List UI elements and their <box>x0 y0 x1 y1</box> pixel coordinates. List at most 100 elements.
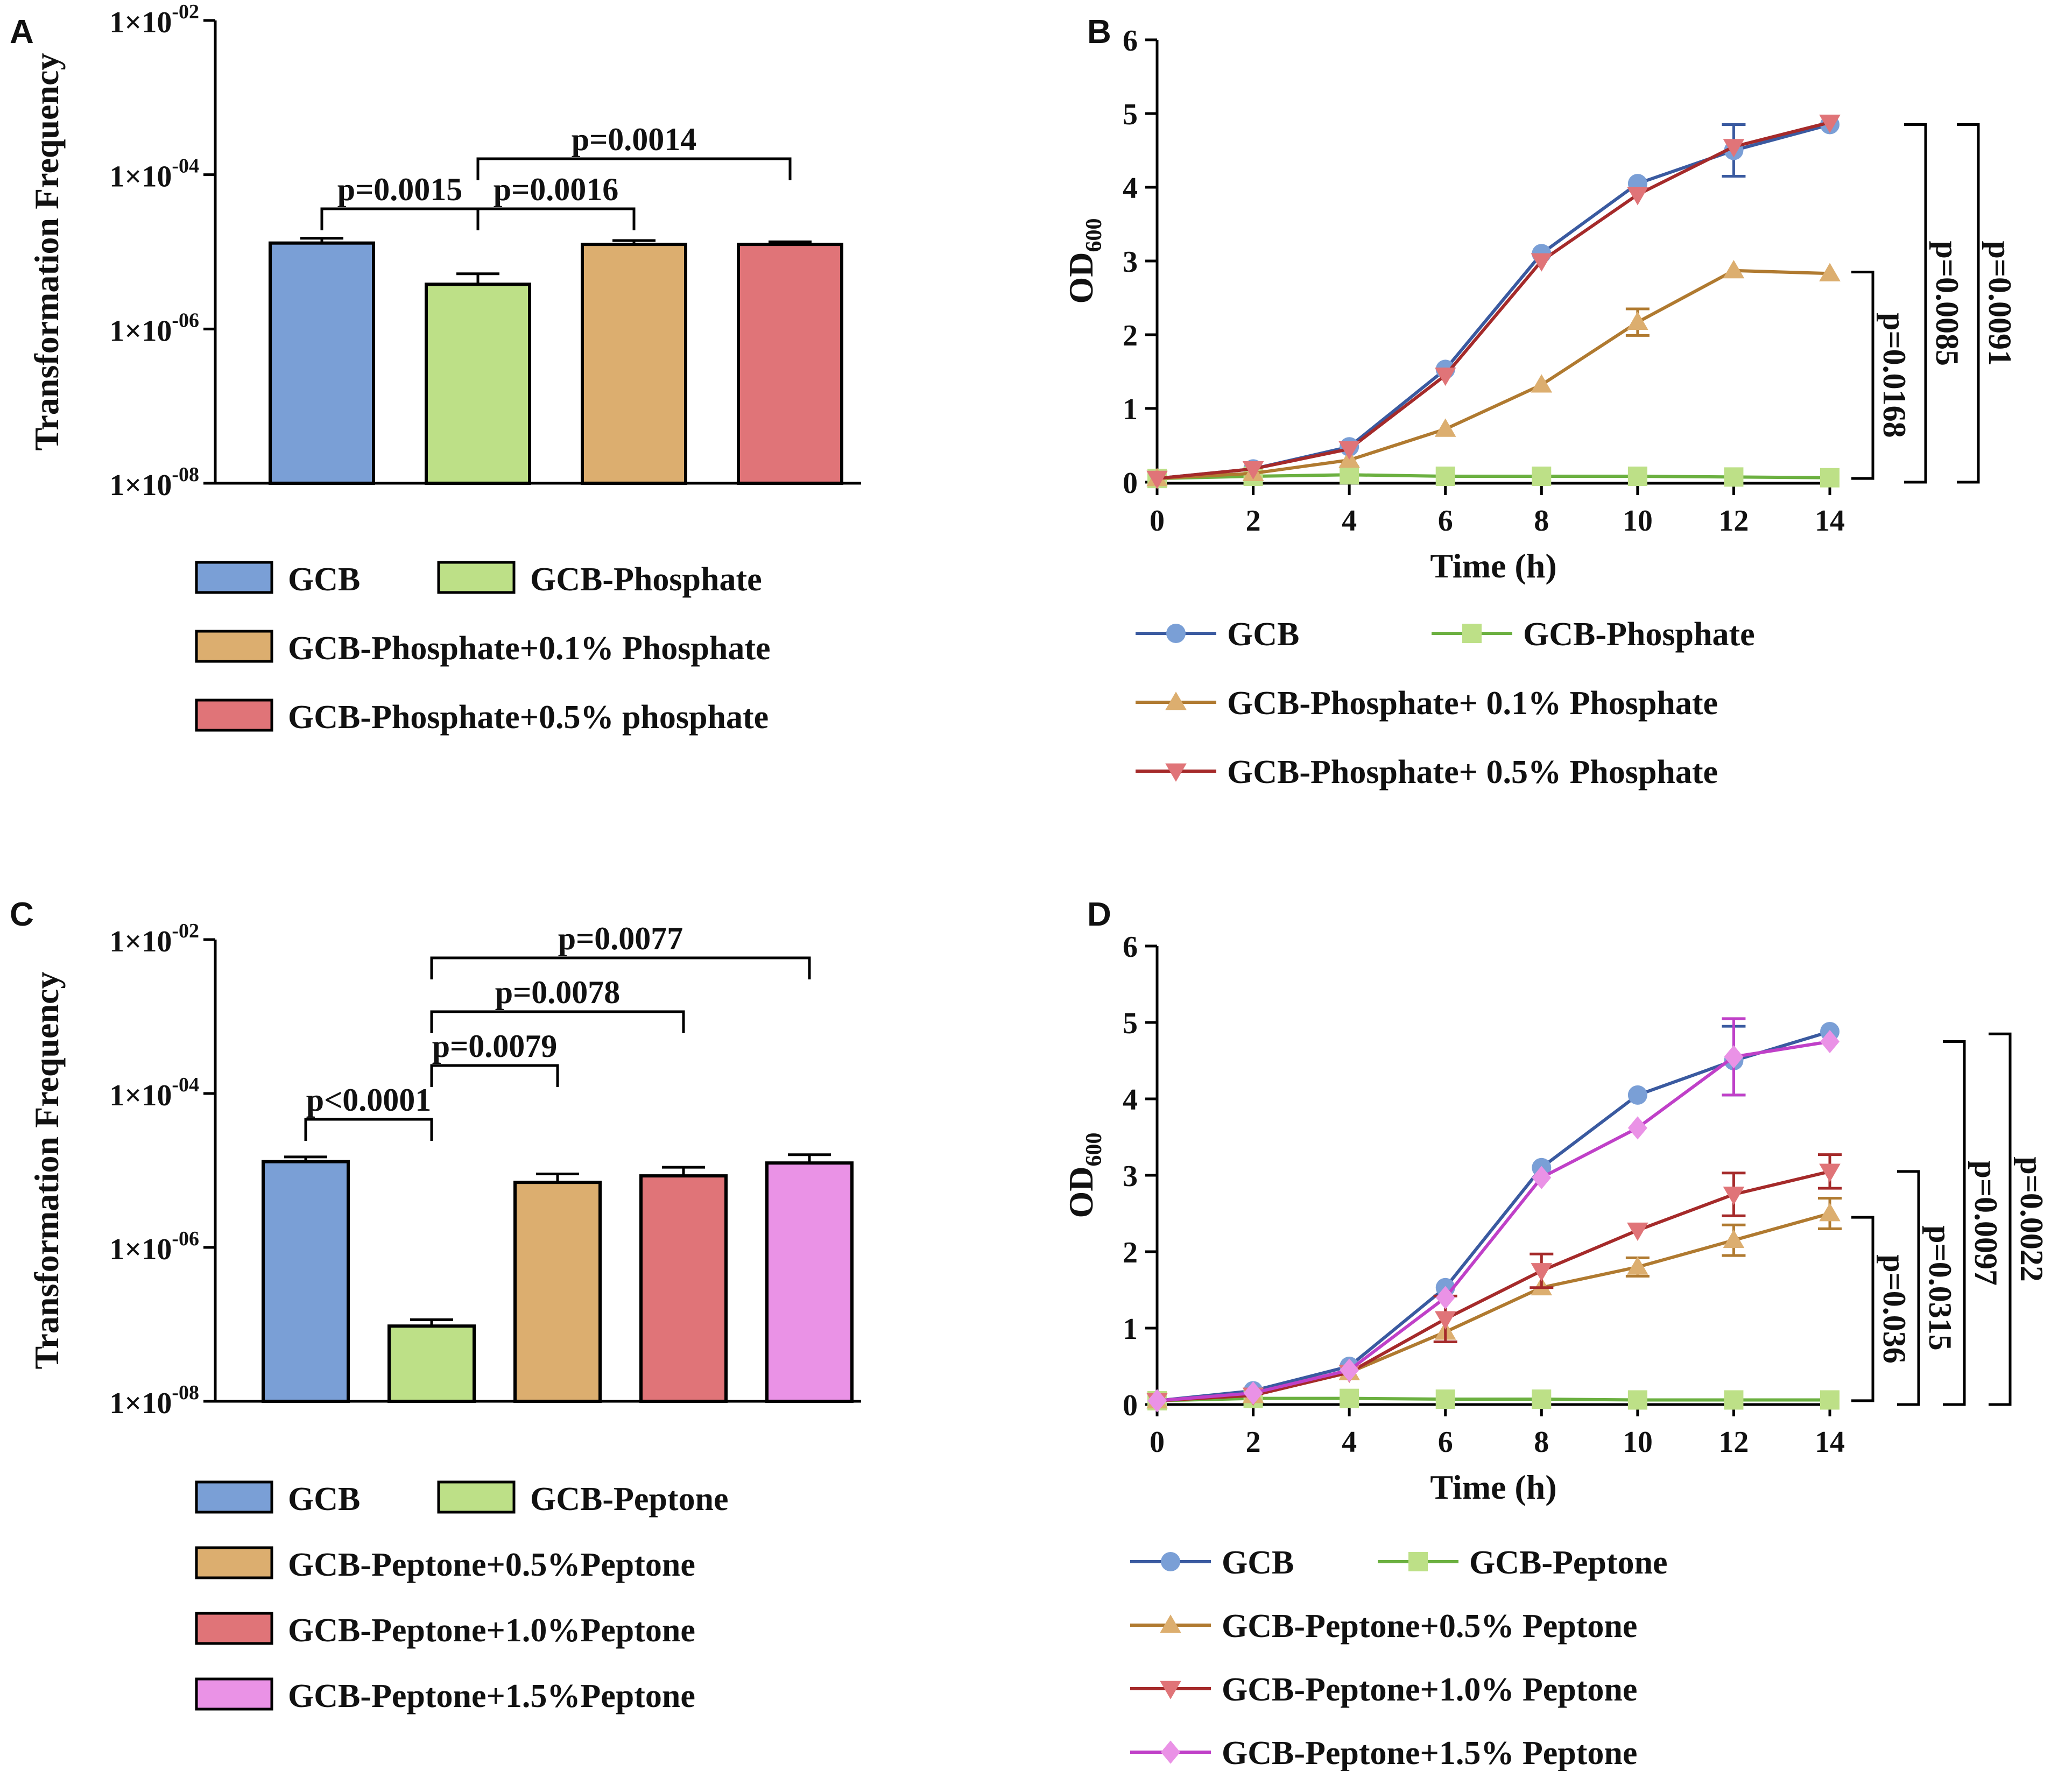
chart-d-series-line <box>1157 1040 1830 1402</box>
chart-b-series-line <box>1157 269 1830 481</box>
chart-d-data-point <box>1435 1389 1455 1409</box>
chart-d-x-tick-label: 14 <box>1815 1426 1845 1459</box>
chart-d-series-line <box>1157 1396 1830 1402</box>
chart-b-data-point <box>1627 467 1647 486</box>
chart-a-bar-gcb <box>269 241 375 485</box>
panel-letter-a: A <box>10 13 34 51</box>
chart-d-data-point <box>1820 1390 1840 1410</box>
chart-d-y-tick-label: 3 <box>1123 1160 1138 1193</box>
chart-d-data-point <box>1820 1029 1840 1054</box>
chart-d-x-tick-label: 10 <box>1623 1426 1653 1459</box>
chart-d-p-value: p=0.0097 <box>1968 1160 2004 1286</box>
chart-c-y-tick-label: 1×10-08 <box>109 1381 199 1420</box>
chart-b-series-line <box>1157 473 1830 481</box>
chart-b-significance-bracket <box>1957 123 1980 484</box>
chart-b-significance-bracket <box>1851 271 1874 480</box>
chart-d-legend-marker <box>1161 1740 1180 1764</box>
chart-b-series-line <box>1157 123 1830 481</box>
chart-a-bar-gcb-phosphate <box>425 283 531 485</box>
chart-c-legend-label: GCB-Peptone+0.5%Peptone <box>288 1547 695 1583</box>
chart-d-data-point <box>1627 1390 1647 1410</box>
chart-b-legend-label: GCB-Phosphate+ 0.1% Phosphate <box>1227 685 1718 722</box>
panel-a-bar-chart: 1×10-08 1×10-06 1×10-04 1×10-02 Transformati… <box>27 1 861 736</box>
chart-d-series-line <box>1157 1169 1830 1402</box>
chart-a-y-tick-label: 1×10-02 <box>109 1 199 39</box>
chart-a-p-value: p=0.0015 <box>337 172 463 207</box>
chart-b-series-gcb-phosphate-0-1-phosphate <box>1146 260 1841 486</box>
chart-c-legend-label: GCB-Peptone+1.5%Peptone <box>288 1678 695 1714</box>
chart-d-data-point <box>1627 1116 1647 1140</box>
chart-b-p-value: p=0.0168 <box>1877 313 1912 438</box>
chart-b-x-tick-label: 14 <box>1815 504 1845 538</box>
chart-c-p-value: p=0.0079 <box>432 1028 558 1064</box>
chart-d-series-gcb-peptone-1-0-peptone <box>1146 1153 1842 1412</box>
chart-c-y-tick-label: 1×10-04 <box>109 1074 199 1112</box>
chart-d-series-gcb-peptone <box>1147 1388 1840 1410</box>
chart-a-y-axis-title: Transformation Frequency <box>27 53 66 451</box>
chart-d-series-gcb-peptone-0-5-peptone <box>1146 1197 1842 1409</box>
chart-a-p-value: p=0.0016 <box>494 172 619 207</box>
chart-d-legend-label: GCB <box>1222 1544 1294 1581</box>
chart-c-p-value: p=0.0077 <box>558 921 683 956</box>
chart-b-legend-label: GCB-Phosphate <box>1523 616 1755 653</box>
panel-letter-d: D <box>1087 896 1111 933</box>
chart-b-x-tick-label: 2 <box>1246 504 1261 538</box>
chart-d-data-point <box>1723 1229 1745 1248</box>
chart-c-legend-label: GCB <box>288 1481 360 1518</box>
chart-b-data-point <box>1531 253 1553 272</box>
chart-b-data-point <box>1340 465 1359 485</box>
chart-d-data-point <box>1627 1256 1648 1275</box>
chart-a-comparison-bracket <box>320 207 480 230</box>
panel-letter-b: B <box>1087 13 1111 51</box>
chart-d-data-point <box>1435 1286 1455 1309</box>
chart-d-data-point <box>1532 1166 1552 1189</box>
chart-c-legend-swatch-gcb <box>195 1480 273 1514</box>
chart-b-data-point <box>1532 467 1552 486</box>
chart-b-legend-label: GCB <box>1227 616 1299 653</box>
chart-b-legend-marker <box>1165 692 1187 710</box>
chart-b-series-gcb <box>1147 115 1840 489</box>
chart-a-legend-swatch-gcb-phosphate <box>437 561 516 594</box>
chart-b-legend-label: GCB-Phosphate+ 0.5% Phosphate <box>1227 754 1718 791</box>
chart-c-comparison-bracket <box>304 1118 433 1141</box>
chart-d-data-point <box>1340 1388 1359 1408</box>
chart-c-bar-gcb-peptone <box>387 1324 476 1403</box>
chart-d-x-tick-label: 2 <box>1246 1426 1261 1459</box>
chart-b-y-tick-label: 2 <box>1123 319 1138 352</box>
chart-b-data-point <box>1723 260 1745 279</box>
chart-d-significance-bracket <box>1897 1170 1920 1406</box>
chart-b-y-tick-label: 4 <box>1123 172 1138 205</box>
chart-d-data-point <box>1627 1222 1648 1241</box>
chart-d-legend-label: GCB-Peptone <box>1469 1544 1668 1581</box>
chart-b-data-point <box>1819 263 1841 281</box>
chart-d-x-tick-label: 8 <box>1534 1426 1549 1459</box>
chart-c-bar-gcb-peptone-1-0-peptone <box>639 1174 728 1403</box>
chart-b-p-value: p=0.0085 <box>1929 241 1965 366</box>
chart-b-data-point <box>1434 418 1456 437</box>
chart-d-x-tick-label: 0 <box>1150 1426 1165 1459</box>
chart-d-legend-label: GCB-Peptone+1.5% Peptone <box>1222 1735 1637 1771</box>
chart-b-x-tick-label: 4 <box>1342 504 1357 538</box>
chart-d-data-point <box>1819 1203 1841 1222</box>
chart-a-legend-swatch-gcb-phosphate-0-1-phosphate <box>195 630 273 663</box>
chart-d-data-point <box>1724 1390 1744 1410</box>
chart-b-x-tick-label: 10 <box>1623 504 1653 538</box>
chart-c-p-value: p=0.0078 <box>495 975 621 1010</box>
chart-a-bar-gcb-phosphate-0-5-phosphate <box>737 243 843 485</box>
chart-d-legend-marker <box>1160 1614 1181 1633</box>
chart-d-x-axis-title: Time (h) <box>1430 1468 1556 1506</box>
chart-c-y-tick-label: 1×10-06 <box>109 1227 199 1266</box>
chart-b-data-point <box>1338 441 1360 460</box>
chart-b-data-point <box>1627 187 1648 206</box>
chart-a-comparison-bracket <box>476 157 792 180</box>
chart-d-data-point <box>1819 1163 1841 1182</box>
chart-c-p-value: p<0.0001 <box>306 1082 432 1118</box>
chart-b-series-line <box>1157 121 1830 481</box>
chart-d-p-value: p=0.0315 <box>1922 1225 1958 1351</box>
chart-d-data-point <box>1434 1311 1456 1330</box>
chart-c-y-axis-title: Transformation Frequency <box>27 972 66 1370</box>
chart-d-data-point <box>1627 1085 1647 1105</box>
chart-c-bar-gcb-peptone-0-5-peptone <box>513 1181 602 1403</box>
chart-d-y-tick-label: 1 <box>1123 1313 1138 1346</box>
chart-a-y-tick-label: 1×10-04 <box>109 155 199 194</box>
